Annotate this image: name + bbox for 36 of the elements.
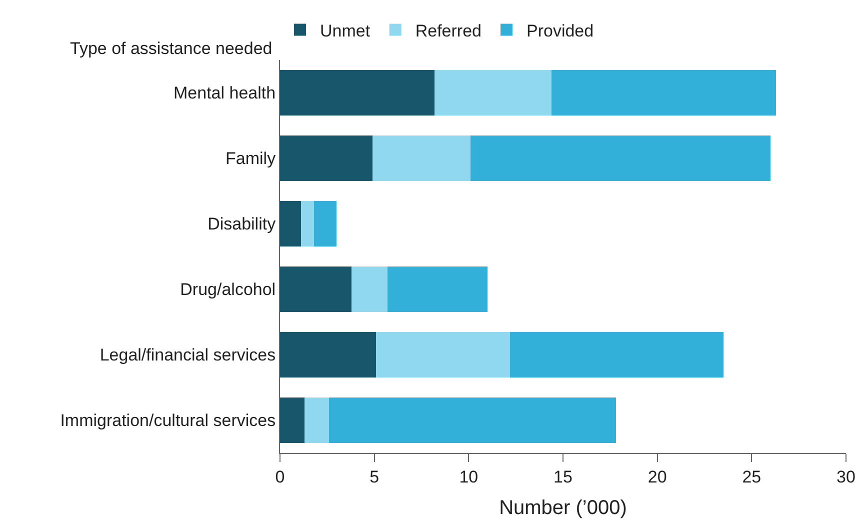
bar (372, 135, 471, 182)
bar (300, 200, 314, 247)
bar (434, 70, 552, 116)
bar (470, 135, 771, 182)
bar (280, 266, 352, 312)
y-tick-label: Legal/financial services (100, 346, 276, 365)
y-axis-title: Type of assistance needed (70, 39, 272, 58)
x-tick-label: 5 (370, 467, 380, 486)
y-tick-label: Family (226, 149, 276, 168)
y-tick-label: Immigration/cultural services (60, 411, 276, 430)
bar (352, 266, 388, 312)
bar (329, 397, 616, 444)
bar (280, 332, 376, 378)
bar (552, 70, 776, 116)
y-tick-label: Mental health (174, 84, 276, 103)
y-tick-label: Disability (208, 214, 276, 234)
bar (314, 200, 337, 247)
legend-label: Provided (526, 21, 594, 40)
y-tick-label: Drug/alcohol (180, 280, 276, 300)
x-tick-label: 25 (742, 467, 762, 486)
bar (388, 266, 488, 312)
bar (280, 200, 301, 247)
bar (280, 397, 305, 444)
x-tick-label: 0 (275, 467, 285, 486)
bar (280, 135, 372, 182)
legend-label: Unmet (320, 21, 370, 40)
x-tick-label: 20 (648, 467, 667, 486)
bar (304, 397, 330, 444)
bar (376, 332, 510, 378)
x-tick-label: 15 (554, 467, 572, 486)
bar (280, 70, 435, 116)
bar (510, 332, 724, 378)
x-tick-label: 30 (836, 467, 856, 486)
legend-label: Referred (415, 21, 482, 40)
x-tick-label: 10 (459, 467, 478, 486)
x-axis-title: Number (’000) (499, 496, 627, 519)
